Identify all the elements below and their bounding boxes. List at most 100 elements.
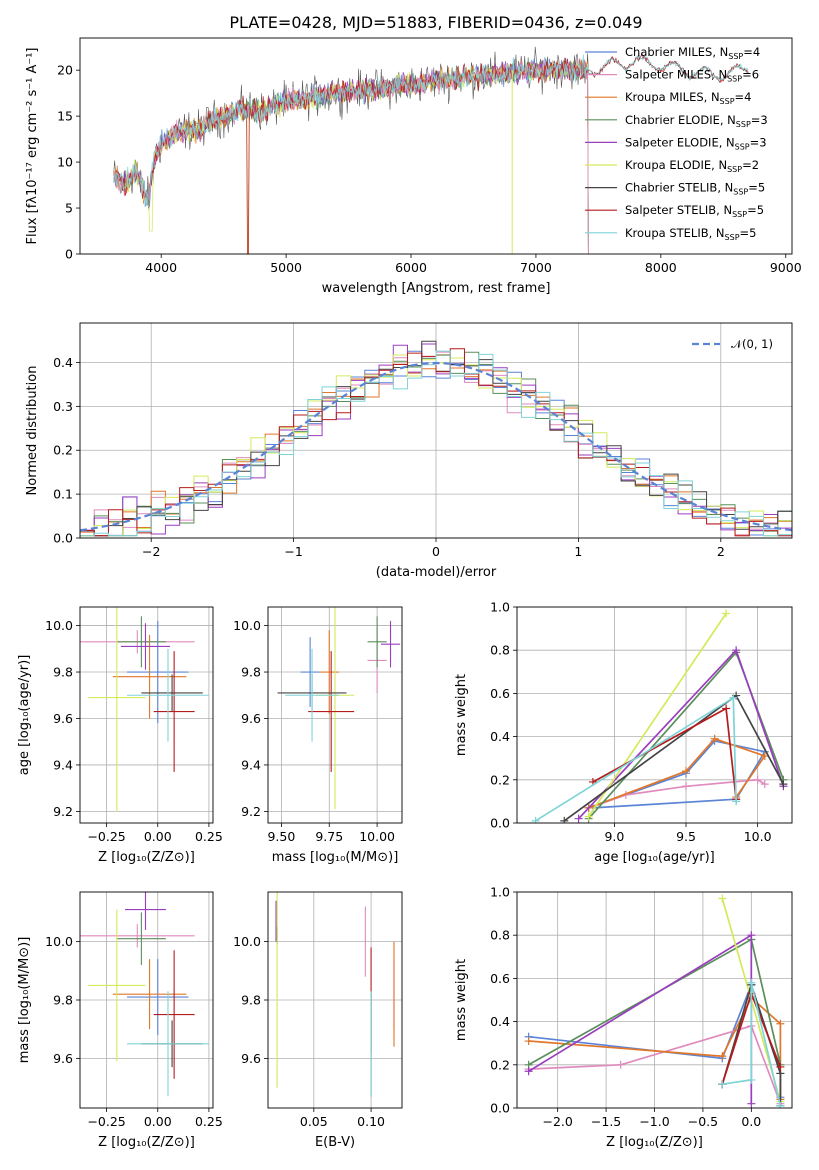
legend-entry: Kroupa STELIB, NSSP=5	[625, 226, 756, 242]
y-tick-label: 20	[57, 63, 73, 78]
axes-age_Z: −0.25 0.00 0.25 9.2 9.4 9.6 9.8 10.0 Z [log₁₀(Z/…	[17, 606, 223, 865]
spectrum-line-1	[113, 59, 589, 254]
weight-marker	[779, 780, 788, 789]
weight-marker	[732, 797, 741, 806]
axes-weight_Z: −2.0 −1.5 −1.0 −0.5 0.0 0.0 0.2 0.4 0.6 0.8 1.0 Z […	[454, 885, 793, 1150]
weight-line-4	[528, 933, 753, 1104]
weight-marker	[776, 1101, 785, 1108]
weight-marker	[584, 812, 593, 821]
axes-spectrum: 4000 5000 6000 7000 8000 9000 0 5 10 15 20 waveleng…	[25, 37, 802, 296]
plot-area-residuals	[80, 340, 792, 537]
y-tick-label: 9.8	[241, 665, 261, 680]
plot-layer: 4000 5000 6000 7000 8000 900005101520waveleng…	[17, 37, 802, 1150]
weight-marker	[753, 775, 762, 784]
legend-entry: Salpeter ELODIE, NSSP=3	[625, 135, 767, 151]
y-tick-label: 0.2	[490, 1057, 510, 1072]
weight-marker	[747, 1099, 756, 1108]
histogram-8	[80, 350, 792, 537]
legend-entry: 𝒩(0, 1)	[731, 337, 773, 351]
y-tick-label: 0.0	[490, 1101, 510, 1116]
x-axis-label: Z [log₁₀(Z/Z⊙)]	[606, 1135, 703, 1150]
plot-area-spectrum	[113, 46, 749, 254]
y-tick-label: 0.8	[490, 643, 510, 658]
plot-area-mass_ebv	[275, 892, 395, 1097]
weight-marker	[760, 780, 769, 789]
x-tick-label: 0.25	[195, 1114, 223, 1129]
weight-marker	[722, 609, 731, 618]
x-tick-label: 9.50	[267, 829, 295, 844]
y-axis-label: age [log₁₀(age/yr)]	[17, 655, 32, 776]
weight-marker	[524, 1067, 533, 1076]
weight-line-5	[587, 613, 727, 817]
y-tick-label: 9.6	[53, 1051, 73, 1066]
weight-marker	[718, 1052, 727, 1061]
weight-line-8	[722, 982, 782, 1106]
x-tick-label: −2.0	[542, 1114, 572, 1129]
y-tick-label: 9.4	[241, 757, 261, 772]
axes-residuals: −2 −1 0 1 2 0.0 0.1 0.2 0.3 0.4 (data-model)/error…	[25, 322, 793, 580]
axes-frame	[267, 891, 403, 1109]
x-axis-label: age [log₁₀(age/yr)]	[594, 850, 715, 865]
y-axis-label: Normed distribution	[25, 366, 40, 496]
y-axis-label: Flux [fλ10⁻¹⁷ erg cm⁻² s⁻¹ A⁻¹]	[25, 48, 40, 245]
y-tick-label: 0.1	[53, 487, 73, 502]
x-tick-label: 8000	[645, 260, 677, 275]
x-tick-label: 9.5	[676, 829, 696, 844]
y-tick-label: 10.0	[233, 934, 261, 949]
x-axis-label: Z [log₁₀(Z/Z⊙)]	[98, 1135, 195, 1150]
y-tick-label: 1.0	[490, 885, 510, 900]
x-axis-label: mass [log₁₀(M/M⊙)]	[272, 850, 399, 865]
plot-area-mass_Z	[80, 892, 209, 1097]
y-tick-label: 9.8	[241, 993, 261, 1008]
x-tick-label: −1.5	[591, 1114, 621, 1129]
legend-entry: Chabrier STELIB, NSSP=5	[625, 181, 765, 197]
y-tick-label: 10	[57, 155, 73, 170]
y-tick-label: 10.0	[233, 618, 261, 633]
y-axis-label: mass weight	[454, 674, 469, 756]
axes-frame	[79, 891, 214, 1109]
y-tick-label: 0	[65, 247, 73, 262]
plot-area-weight_Z	[524, 894, 785, 1108]
x-tick-label: 9000	[770, 260, 802, 275]
axes-mass_Z: −0.25 0.00 0.25 9.6 9.8 10.0 Z [log₁₀(Z/Z⊙)] ma…	[17, 891, 223, 1150]
y-tick-label: 0.2	[490, 772, 510, 787]
y-tick-label: 0.4	[490, 1014, 510, 1029]
y-tick-label: 0.8	[490, 928, 510, 943]
axes-frame	[267, 606, 403, 824]
y-tick-label: 5	[65, 201, 73, 216]
weight-line-4	[577, 648, 785, 820]
axes-frame	[79, 37, 793, 255]
y-axis-label: mass [log₁₀(M/M⊙)]	[17, 937, 32, 1064]
axes-frame	[79, 322, 793, 539]
weight-marker	[732, 646, 741, 655]
y-tick-label: 0.6	[490, 686, 510, 701]
legend-entry: Chabrier MILES, NSSP=4	[625, 45, 760, 61]
y-axis-label: mass weight	[454, 959, 469, 1041]
normal-curve	[80, 361, 792, 532]
weight-marker	[524, 1037, 533, 1046]
figure-title: PLATE=0428, MJD=51883, FIBERID=0436, z=0…	[229, 13, 642, 32]
y-tick-label: 0.0	[490, 816, 510, 831]
legend-entry: Salpeter STELIB, NSSP=5	[625, 203, 764, 219]
weight-marker	[747, 978, 756, 987]
weight-marker	[531, 816, 540, 823]
spectrum-line-8	[113, 54, 749, 208]
x-tick-label: 4000	[145, 260, 177, 275]
y-tick-label: 9.2	[53, 804, 73, 819]
x-tick-label: 10.0	[744, 829, 772, 844]
weight-marker	[747, 1075, 756, 1084]
weight-marker	[616, 1060, 625, 1069]
axes-weight_age: 9.0 9.5 10.0 0.0 0.2 0.4 0.6 0.8 1.0 age [log₁₀(a…	[454, 600, 793, 865]
weight-marker	[710, 734, 719, 743]
axes-frame	[516, 891, 793, 1109]
y-tick-label: 9.6	[53, 711, 73, 726]
weight-line-1	[528, 1024, 782, 1104]
y-tick-label: 9.6	[241, 711, 261, 726]
x-tick-label: 10.00	[359, 829, 395, 844]
axes-frame	[79, 606, 214, 824]
x-tick-label: −0.25	[87, 1114, 125, 1129]
x-tick-label: 0.0	[741, 1114, 761, 1129]
x-axis-label: wavelength [Angstrom, rest frame]	[322, 281, 551, 296]
x-axis-label: (data-model)/error	[376, 565, 497, 580]
